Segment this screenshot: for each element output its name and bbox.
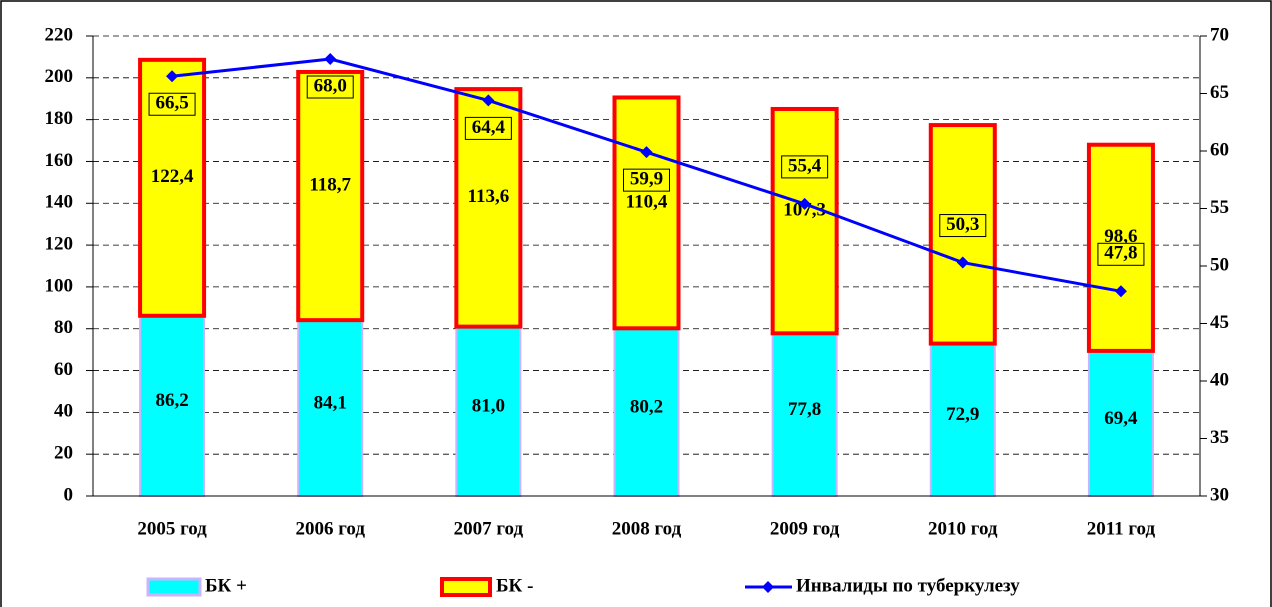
y-tick-label: 80 (54, 317, 73, 338)
value-label-box (939, 214, 987, 238)
value-label: 81,0 (472, 396, 505, 417)
x-tick-label: 2005 год (137, 518, 207, 539)
value-label: 59,9 (630, 169, 663, 190)
y-tick-label: 180 (45, 108, 74, 129)
y2-tick-label: 55 (1210, 197, 1229, 218)
value-label-box (781, 155, 829, 179)
value-label: 77,8 (788, 399, 821, 420)
y-tick-label: 120 (45, 233, 74, 254)
value-label-box (1097, 242, 1145, 266)
value-label: 66,5 (155, 93, 188, 114)
value-label: 47,8 (1104, 243, 1137, 264)
line-marker (324, 53, 337, 65)
x-tick-label: 2009 год (770, 518, 840, 539)
value-label: 55,4 (788, 155, 822, 176)
legend-swatch (146, 577, 202, 597)
y2-tick-label: 50 (1210, 254, 1229, 275)
value-label: 50,3 (946, 214, 979, 235)
value-label: 64,4 (472, 117, 506, 138)
y-tick-label: 100 (45, 275, 74, 296)
bar-bk-plus (929, 342, 996, 497)
y2-tick-label: 35 (1210, 427, 1229, 448)
value-label: 80,2 (630, 397, 663, 418)
y2-tick-label: 65 (1210, 82, 1229, 103)
value-label: 122,4 (151, 166, 194, 187)
y-tick-label: 60 (54, 359, 73, 380)
value-label: 72,9 (946, 404, 979, 425)
value-label-box (148, 92, 196, 116)
line-marker (166, 70, 179, 83)
value-label-box (464, 116, 512, 140)
y-tick-label: 200 (45, 66, 74, 87)
value-label: 98,6 (1104, 226, 1137, 247)
value-label: 107,3 (783, 200, 826, 221)
legend-label: БК - (496, 575, 533, 596)
y-tick-label: 220 (45, 24, 74, 45)
bar-bk-plus (297, 319, 364, 497)
x-tick-label: 2010 год (928, 518, 998, 539)
legend-marker (762, 581, 774, 593)
value-label: 118,7 (309, 174, 351, 195)
y2-tick-label: 40 (1210, 369, 1229, 390)
x-tick-label: 2011 год (1087, 518, 1156, 539)
legend-swatch (440, 577, 492, 597)
legend-label: БК + (205, 575, 247, 596)
y2-tick-label: 30 (1210, 484, 1229, 505)
x-tick-label: 2007 год (454, 518, 524, 539)
x-tick-label: 2006 год (295, 518, 365, 539)
value-label: 86,2 (155, 390, 188, 411)
value-label: 69,4 (1104, 408, 1138, 429)
value-label-box (306, 75, 354, 99)
bar-bk-plus (613, 327, 680, 497)
value-label: 68,0 (314, 75, 347, 96)
value-label: 84,1 (314, 392, 347, 413)
value-label: 110,4 (626, 191, 668, 212)
y2-tick-label: 45 (1210, 312, 1229, 333)
line-marker (482, 94, 495, 107)
legend-label: Инвалиды по туберкулезу (796, 575, 1020, 596)
bar-bk-minus (612, 95, 681, 331)
y-tick-label: 0 (64, 484, 74, 505)
line-marker (1114, 285, 1127, 298)
y-tick-label: 40 (54, 401, 73, 422)
line-marker (640, 146, 653, 159)
x-tick-label: 2008 год (612, 518, 682, 539)
bar-bk-plus (1087, 349, 1154, 497)
y-tick-label: 140 (45, 192, 74, 213)
value-label-box (623, 168, 670, 192)
bar-bk-minus (770, 106, 839, 336)
y2-tick-label: 60 (1210, 139, 1229, 160)
line-marker (798, 197, 811, 210)
line-marker (956, 256, 969, 269)
bar-bk-minus (296, 69, 365, 323)
value-label: 113,6 (468, 186, 510, 207)
y2-tick-label: 70 (1210, 24, 1229, 45)
y-tick-label: 160 (45, 150, 74, 171)
y-tick-label: 20 (54, 443, 73, 464)
